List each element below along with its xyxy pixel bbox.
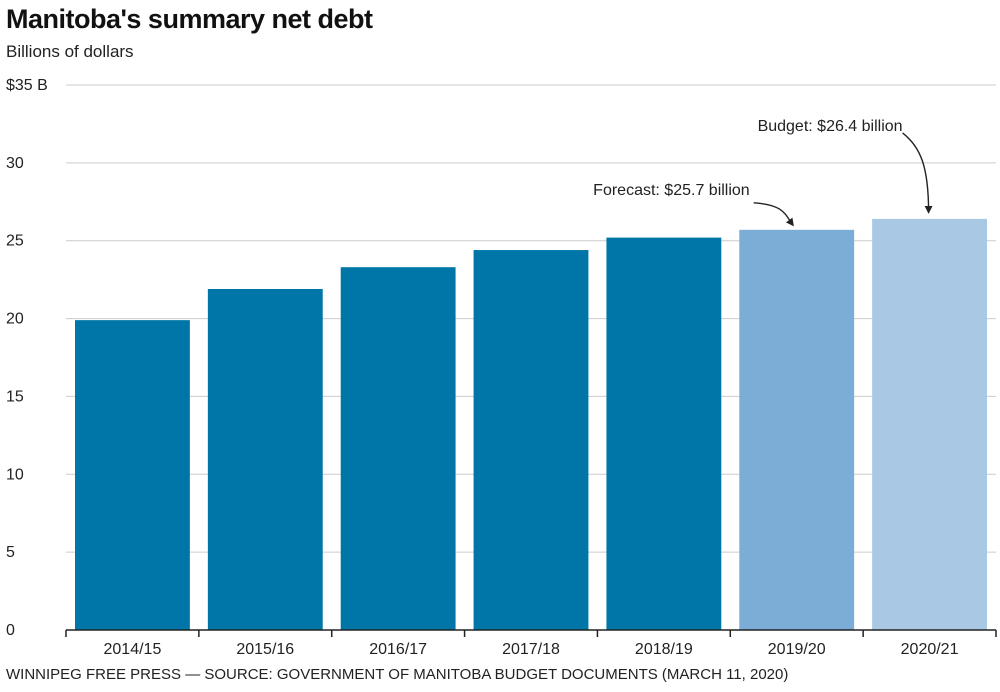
bar-2016-17 (340, 267, 456, 630)
bar-2020-21 (872, 218, 987, 630)
chart-subtitle: Billions of dollars (6, 42, 134, 61)
y-tick-label: $35 B (6, 77, 48, 94)
annotation-arrow (753, 202, 794, 227)
annotations: Forecast: $25.7 billion Budget: $26.4 bil… (593, 118, 933, 227)
y-tick-label: 15 (6, 388, 24, 405)
bar-2014-15 (75, 320, 190, 630)
y-tick-label: 10 (6, 466, 24, 483)
annotation-label: Forecast: $25.7 billion (593, 182, 750, 199)
x-tick-label: 2014/15 (104, 641, 162, 658)
chart-title: Manitoba's summary net debt (6, 4, 373, 34)
source-note: WINNIPEG FREE PRESS — SOURCE: GOVERNMENT… (6, 666, 789, 683)
bar-2018-19 (606, 237, 722, 630)
bars (75, 218, 987, 631)
y-tick-label: 30 (6, 155, 24, 172)
x-tick-label: 2018/19 (635, 641, 693, 658)
y-tick-label: 0 (6, 622, 15, 639)
bar-2017-18 (473, 250, 589, 631)
x-axis: 2014/15 2015/16 2016/17 2017/18 2018/19 2019/… (65, 629, 997, 658)
y-tick-label: 25 (6, 233, 24, 250)
x-tick-label: 2017/18 (502, 641, 560, 658)
y-tick-label: 20 (6, 311, 24, 328)
x-tick-label: 2016/17 (369, 641, 427, 658)
y-axis-ticks: 0 5 10 15 20 25 30 $35 B (6, 77, 48, 639)
annotation-arrow (902, 132, 933, 214)
x-tick-label: 2019/20 (768, 641, 826, 658)
annotation-label: Budget: $26.4 billion (758, 118, 903, 135)
bar-2019-20 (739, 229, 855, 631)
bar-2015-16 (207, 288, 323, 630)
x-tick-label: 2015/16 (236, 641, 294, 658)
y-tick-label: 5 (6, 544, 15, 561)
x-tick-label: 2020/21 (901, 641, 959, 658)
